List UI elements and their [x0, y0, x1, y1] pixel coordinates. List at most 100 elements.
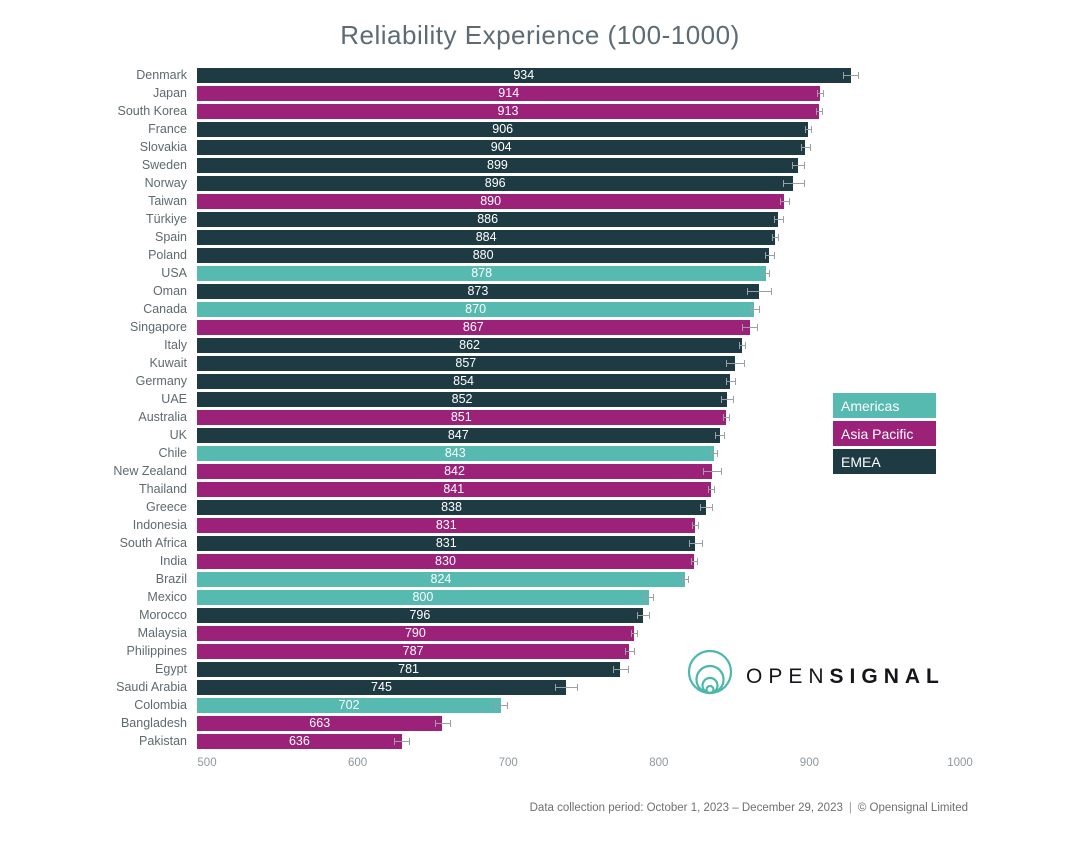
value-label: 899: [487, 157, 508, 172]
value-label: 824: [430, 571, 452, 586]
error-bar-cap: [715, 431, 717, 439]
value-bar: 884: [197, 229, 776, 245]
country-label: Poland: [148, 248, 187, 262]
country-label: Türkiye: [146, 212, 187, 226]
value-label: 636: [288, 733, 310, 748]
bar-plot-area: 873: [197, 283, 950, 299]
error-bar-cap: [701, 539, 703, 547]
error-bar-cap: [687, 575, 689, 583]
value-bar: 880: [197, 247, 770, 263]
bar-plot-area: 899: [197, 157, 950, 173]
value-label: 796: [409, 607, 431, 622]
value-bar: 796: [197, 607, 643, 623]
x-axis-tick-label: 800: [649, 757, 669, 769]
bar-row: Egypt 781: [0, 660, 950, 678]
error-bar: [690, 560, 697, 562]
error-bar-cap: [758, 305, 760, 313]
bar-plot-area: 781: [197, 661, 950, 677]
error-bar: [700, 506, 713, 508]
value-label: 852: [451, 391, 473, 406]
error-bar: [722, 416, 729, 418]
value-bar: 745: [197, 679, 566, 695]
bar-plot-area: 787: [197, 643, 950, 659]
legend-item-americas: Americas: [833, 393, 936, 418]
value-bar: 787: [197, 643, 630, 659]
bar-row: South Korea 913: [0, 102, 950, 120]
value-label: 787: [402, 643, 424, 658]
bar-plot-area: 852: [197, 391, 950, 407]
value-bar: 870: [197, 301, 755, 317]
value-label: 904: [490, 139, 512, 154]
error-bar: [746, 290, 771, 292]
error-bar-cap: [713, 485, 715, 493]
error-bar-cap: [809, 143, 811, 151]
bar-plot-area: 796: [197, 607, 950, 623]
value-label: 890: [480, 193, 502, 208]
error-bar-cap: [394, 737, 396, 745]
value-label: 745: [371, 679, 392, 694]
value-bar: 702: [197, 697, 502, 713]
bar-plot-area: 745: [197, 679, 950, 695]
value-bar: 831: [197, 535, 696, 551]
error-bar-cap: [803, 179, 805, 187]
error-bar: [749, 308, 759, 310]
bar-plot-area: 636: [197, 733, 950, 749]
bar-row: Slovakia 904: [0, 138, 950, 156]
x-axis-tick-label: 1000: [947, 757, 973, 769]
error-bar: [815, 110, 822, 112]
error-bar-cap: [636, 611, 638, 619]
bar-plot-area: 870: [197, 301, 950, 317]
bar-plot-area: 800: [197, 589, 950, 605]
country-label: Saudi Arabia: [116, 680, 187, 694]
bar-plot-area: 867: [197, 319, 950, 335]
error-bar-cap: [633, 647, 635, 655]
value-label: 842: [444, 463, 465, 478]
bar-row: Malaysia 790: [0, 624, 950, 642]
bar-row: France 906: [0, 120, 950, 138]
error-bar: [773, 218, 783, 220]
error-bar-cap: [576, 683, 578, 691]
error-bar-cap: [724, 431, 726, 439]
bar-row: Japan 914: [0, 84, 950, 102]
bar-row: Spain 884: [0, 228, 950, 246]
value-bar: 790: [197, 625, 634, 641]
bar-plot-area: 842: [197, 463, 950, 479]
bar-row: Germany 854: [0, 372, 950, 390]
error-bar-cap: [742, 323, 744, 331]
error-bar: [742, 326, 758, 328]
value-label: 934: [513, 67, 535, 82]
bar-row: Philippines 787: [0, 642, 950, 660]
x-axis-tick-label: 500: [197, 757, 217, 769]
country-label: France: [148, 122, 187, 136]
error-bar: [843, 74, 859, 76]
bar-plot-area: 854: [197, 373, 950, 389]
bar-plot-area: 906: [197, 121, 950, 137]
country-label: Japan: [152, 86, 187, 100]
opensignal-nested-circles-icon: [686, 647, 734, 706]
bar-plot-area: 878: [197, 265, 950, 281]
error-bar-cap: [805, 125, 807, 133]
legend: Americas Asia Pacific EMEA: [833, 393, 936, 474]
error-bar-cap: [728, 413, 730, 421]
bar-row: Pakistan 636: [0, 732, 950, 750]
bar-row: Taiwan 890: [0, 192, 950, 210]
error-bar-cap: [764, 251, 766, 259]
bar-plot-area: 880: [197, 247, 950, 263]
error-bar-cap: [769, 269, 771, 277]
bar-row: Oman 873: [0, 282, 950, 300]
bar-plot-area: 790: [197, 625, 950, 641]
bar-plot-area: 890: [197, 193, 950, 209]
bar-row: UK 847: [0, 426, 950, 444]
x-axis-tick-label: 600: [348, 757, 368, 769]
country-label: Denmark: [136, 68, 187, 82]
bar-row: Thailand 841: [0, 480, 950, 498]
error-bar: [703, 470, 722, 472]
error-bar-cap: [721, 467, 723, 475]
error-bar-cap: [700, 503, 701, 511]
value-label: 873: [467, 283, 489, 298]
error-bar: [779, 200, 789, 202]
value-bar: 862: [197, 337, 743, 353]
error-bar-cap: [507, 701, 509, 709]
x-axis-tick-label: 700: [498, 757, 518, 769]
error-bar-cap: [858, 71, 860, 79]
